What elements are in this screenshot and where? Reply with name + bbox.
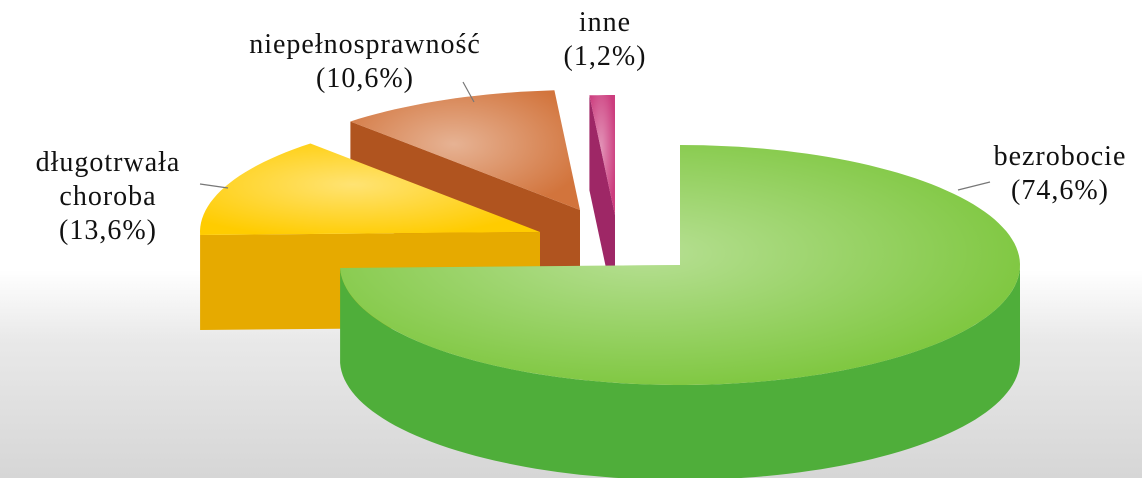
slices bbox=[200, 90, 1021, 478]
category-label: inne bbox=[578, 7, 632, 38]
slice-label: długotrwała choroba (13,6%) bbox=[8, 146, 208, 248]
value-label: (74,6%) bbox=[1011, 175, 1109, 206]
slice-label: bezrobocie (74,6%) bbox=[990, 140, 1130, 208]
leader-line bbox=[199, 183, 229, 189]
slice-label: inne (1,2%) bbox=[555, 6, 655, 74]
slice-side bbox=[589, 95, 615, 310]
slice-wall bbox=[340, 265, 1020, 478]
slice-shine bbox=[340, 145, 1021, 385]
leader-line bbox=[462, 81, 475, 103]
slice-shine bbox=[589, 95, 615, 215]
category-label: bezrobocie bbox=[993, 141, 1127, 172]
leader-line bbox=[957, 181, 991, 191]
value-label: (1,2%) bbox=[563, 41, 647, 72]
slice-label: niepełnosprawność (10,6%) bbox=[220, 28, 510, 96]
category-label: niepełnosprawność bbox=[249, 29, 481, 60]
slice-shine bbox=[200, 143, 540, 235]
category-label: długotrwała choroba bbox=[35, 147, 181, 212]
value-label: (10,6%) bbox=[316, 63, 414, 94]
value-label: (13,6%) bbox=[59, 215, 157, 246]
slice-shine bbox=[350, 90, 580, 210]
